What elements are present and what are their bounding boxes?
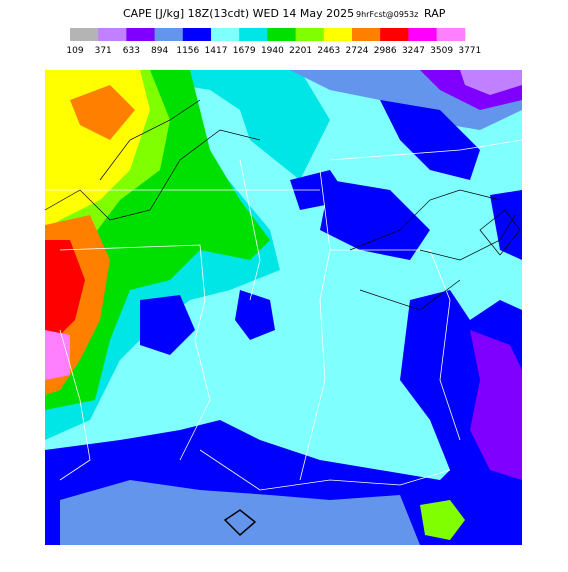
colorbar-label: 3509 [430, 46, 453, 56]
colorbar-swatch [323, 28, 353, 41]
colorbar-swatch [267, 28, 297, 41]
colorbar-swatch [126, 28, 156, 41]
cape-region [460, 70, 522, 95]
colorbar-label: 1156 [176, 46, 199, 56]
colorbar-swatch [408, 28, 438, 41]
colorbar-swatch [154, 28, 184, 41]
city-marker [223, 509, 257, 537]
colorbar-label: 1940 [261, 46, 284, 56]
colorbar-label: 2463 [317, 46, 340, 56]
forecast-label: 9hrFcst@0953z [356, 10, 418, 19]
cape-region [45, 330, 70, 380]
colorbar-label: 371 [95, 46, 112, 56]
cape-map [44, 70, 523, 545]
colorbar-label: 2201 [289, 46, 312, 56]
colorbar-label: 2986 [374, 46, 397, 56]
colorbar-swatch [239, 28, 268, 41]
title: CAPE [J/kg] 18Z(13cdt) WED 14 May 2025 [123, 7, 354, 20]
colorbar-swatch [98, 28, 127, 41]
colorbar: 109 371 633 894 1156 1417 1679 1940 2201 2463 2724… [66, 28, 481, 56]
colorbar-label: 2724 [346, 46, 369, 56]
colorbar-label: 109 [66, 46, 83, 56]
colorbar-swatch [182, 28, 212, 41]
colorbar-swatch [352, 28, 381, 41]
colorbar-swatch [436, 28, 466, 41]
colorbar-swatch [380, 28, 409, 41]
colorbar-label: 633 [123, 46, 140, 56]
colorbar-label: 1417 [205, 46, 228, 56]
colorbar-swatch [295, 28, 325, 41]
contours [44, 99, 521, 311]
colorbar-label: 3771 [458, 46, 481, 56]
colorbar-swatch [211, 28, 240, 41]
cape-region [490, 190, 522, 260]
cape-region [140, 290, 275, 355]
cape-region [290, 170, 430, 260]
colorbar-label: 894 [151, 46, 168, 56]
state-borders [45, 139, 523, 491]
colorbar-label: 3247 [402, 46, 425, 56]
cape-region [60, 480, 420, 545]
cape-region [420, 500, 465, 540]
cape-region [45, 240, 85, 340]
colorbar-label: 1679 [233, 46, 256, 56]
cape-region [470, 330, 522, 480]
cape-region [380, 100, 480, 180]
colorbar-swatch [70, 28, 99, 41]
model-label: RAP [424, 7, 446, 20]
